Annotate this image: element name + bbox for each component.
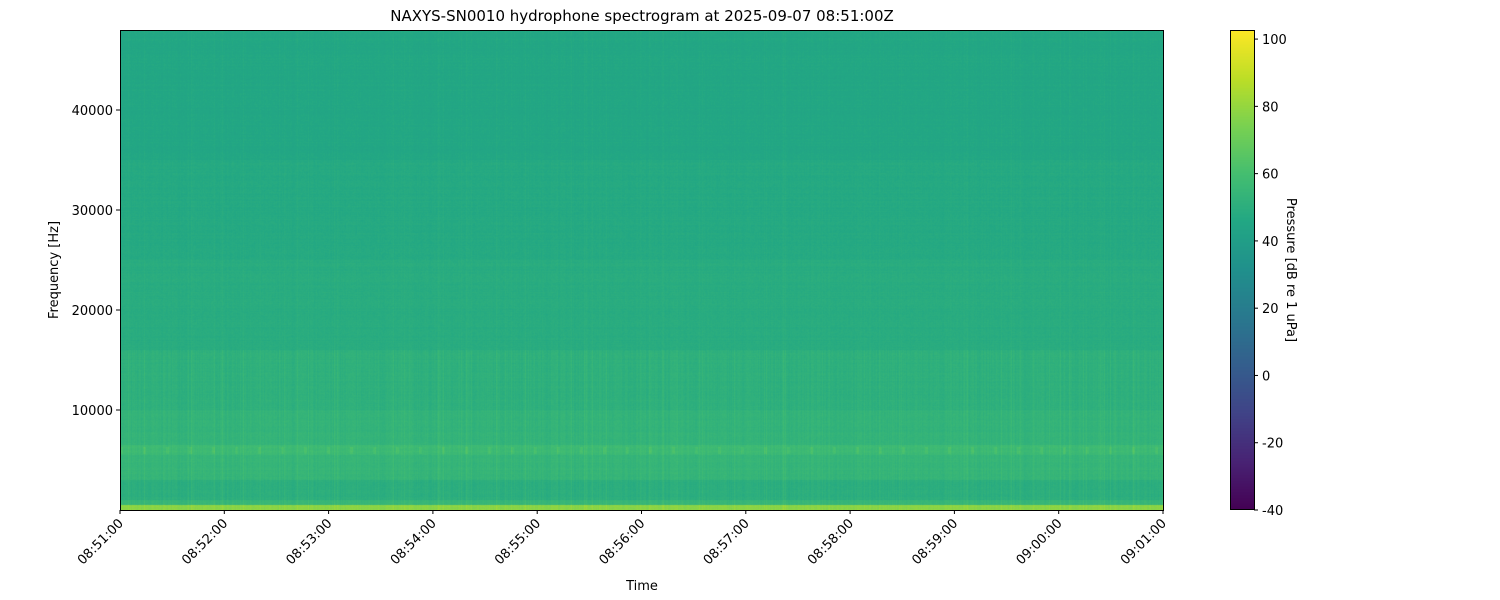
x-tick-label: 08:59:00 (909, 516, 961, 568)
colorbar-tick-label: 100 (1262, 33, 1287, 48)
x-tick-label: 08:55:00 (492, 516, 544, 568)
x-tick-label: 09:01:00 (1118, 516, 1170, 568)
x-axis: 08:51:00 08:52:00 08:53:00 08:54:00 08:55:00… (75, 510, 1170, 568)
y-tick-label: 20000 (72, 304, 113, 319)
y-tick-label: 30000 (72, 204, 113, 219)
colorbar-tick-label: 80 (1262, 100, 1279, 115)
x-tick-label: 08:56:00 (596, 516, 648, 568)
x-tick-label: 08:53:00 (284, 516, 336, 568)
colorbar-axis: -40 -20 0 20 40 60 80 100 (1254, 33, 1287, 519)
colorbar-frame (1230, 30, 1255, 510)
colorbar-label: Pressure [dB re 1 uPa] (1283, 198, 1298, 342)
colorbar-tick-label: 20 (1262, 302, 1279, 317)
colorbar-tick-label: -20 (1262, 437, 1283, 452)
x-tick-label: 08:58:00 (805, 516, 857, 568)
colorbar-tick-label: 40 (1262, 235, 1279, 250)
x-tick-label: 08:57:00 (701, 516, 753, 568)
colorbar-tick-label: 0 (1262, 369, 1270, 384)
plot-frame (120, 30, 1164, 511)
x-tick-label: 08:54:00 (388, 516, 440, 568)
x-tick-label: 08:51:00 (75, 516, 127, 568)
x-axis-label: Time (625, 579, 658, 594)
x-tick-label: 09:00:00 (1014, 516, 1066, 568)
y-tick-label: 10000 (72, 404, 113, 419)
chart-title: NAXYS-SN0010 hydrophone spectrogram at 2… (390, 7, 894, 25)
colorbar-gradient (1230, 30, 1254, 510)
y-tick-label: 40000 (72, 104, 113, 119)
y-axis: 10000 20000 30000 40000 (72, 104, 120, 419)
x-tick-label: 08:52:00 (179, 516, 231, 568)
colorbar-tick-label: 60 (1262, 168, 1279, 183)
colorbar-tick-label: -40 (1262, 504, 1283, 519)
y-axis-label: Frequency [Hz] (47, 221, 62, 319)
spectrogram-heatmap (120, 30, 1163, 510)
